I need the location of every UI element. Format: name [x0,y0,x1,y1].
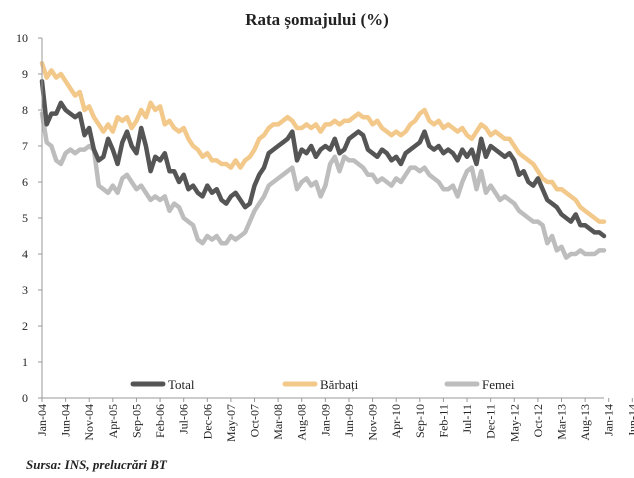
x-tick-label: Feb-11 [436,404,450,438]
x-tick-label: Apr-05 [106,404,120,438]
x-tick-label: Mar-08 [271,404,285,440]
x-tick-label: Sep-10 [413,404,427,438]
y-tick-label: 3 [22,283,28,297]
x-tick-label: May-12 [507,404,521,442]
chart-title: Rata șomajului (%) [245,10,389,30]
x-tick-label: Jan-14 [602,404,616,436]
x-tick-label: Oct-12 [531,404,545,437]
y-axis-ticks: 0 1 2 3 4 5 6 7 8 9 10 [16,31,42,405]
x-tick-label: Dec-06 [200,404,214,439]
x-tick-label: Jun-04 [59,404,73,437]
x-tick-label: Oct-07 [248,404,262,437]
source-note: Sursa: INS, prelucrări BT [26,457,167,472]
x-tick-label: Nov-04 [82,404,96,441]
legend: Total Bărbați Femei [130,377,515,392]
y-tick-label: 9 [22,67,28,81]
x-tick-label: Jun-14 [625,404,634,437]
x-tick-label: Jul-11 [460,404,474,434]
x-tick-label: Dec-11 [484,404,498,439]
y-tick-label: 4 [22,247,28,261]
x-tick-label: Sep-05 [129,404,143,438]
x-tick-label: May-07 [224,404,238,442]
x-tick-label: Jun-09 [342,404,356,437]
series-line-femei [39,111,607,260]
series-line-barbati [39,60,607,224]
axes [41,38,604,399]
x-tick-label: Jan-04 [35,404,49,436]
y-tick-label: 8 [22,103,28,117]
x-tick-label: Mar-13 [554,404,568,440]
x-axis-ticks: Jan-04 Jun-04 Nov-04 Apr-05 Sep-05 Feb-06 Jul-… [35,398,634,442]
series-line-total [39,78,607,239]
x-tick-label: Jul-06 [177,404,191,434]
x-tick-label: Aug-13 [578,404,592,441]
legend-label: Bărbați [320,377,359,392]
y-tick-label: 6 [22,175,28,189]
x-tick-label: Apr-10 [389,404,403,438]
x-tick-label: Aug-08 [295,404,309,441]
legend-label: Femei [482,377,515,392]
x-tick-label: Jan-09 [318,404,332,436]
plot-series [39,60,607,260]
y-tick-label: 1 [22,355,28,369]
legend-label: Total [168,377,195,392]
x-tick-label: Nov-09 [366,404,380,441]
y-tick-label: 2 [22,319,28,333]
y-tick-label: 7 [22,139,28,153]
x-tick-label: Feb-06 [153,404,167,438]
y-tick-label: 0 [22,391,28,405]
y-tick-label: 10 [16,31,28,45]
y-tick-label: 5 [22,211,28,225]
